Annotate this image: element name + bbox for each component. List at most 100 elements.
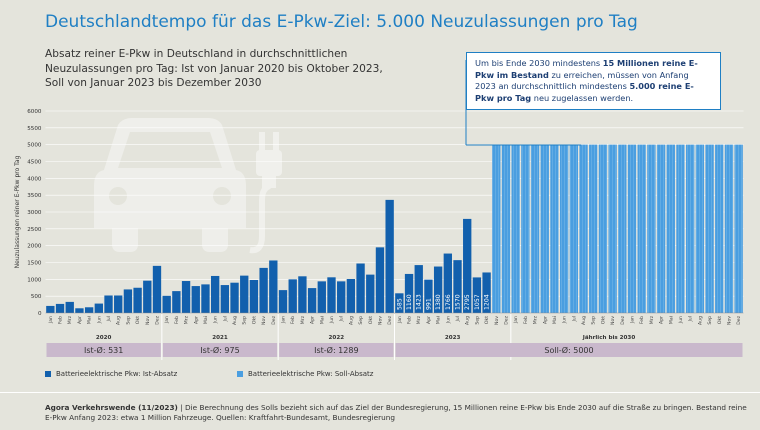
x-tick-label: Jul (222, 316, 228, 323)
x-tick-label: Feb (174, 316, 180, 324)
bar-ist (463, 218, 472, 313)
x-tick-label: Jan (397, 316, 403, 324)
x-tick-label: Dez (736, 315, 742, 324)
bar-soll (608, 144, 617, 313)
x-tick-label: Dez (271, 315, 277, 324)
bar-data-label: 1766 (445, 294, 452, 310)
x-tick-label: Dez (620, 315, 626, 324)
bar-soll (501, 144, 511, 313)
x-tick-label: Jan (630, 316, 636, 324)
bar-ist (55, 303, 65, 313)
bar-ist (414, 265, 423, 313)
y-tick-label: 5000 (27, 143, 42, 149)
bar-ist (366, 274, 375, 313)
bar-ist (210, 275, 220, 313)
x-tick-label: Feb (58, 316, 64, 324)
x-tick-label: Apr (542, 316, 548, 324)
y-tick-label: 5500 (27, 126, 42, 132)
y-tick-label: 6000 (27, 109, 42, 115)
x-tick-label: Mai (87, 316, 93, 324)
x-tick-label: Nov (377, 316, 383, 325)
x-tick-label: Feb (290, 316, 296, 324)
bar-ist (346, 278, 356, 313)
x-tick-label: Nov (145, 316, 151, 325)
average-label: Ist-Ø: 531 (84, 345, 123, 355)
x-tick-label: Okt (717, 316, 723, 324)
x-tick-label: Jul (106, 316, 112, 323)
callout-text-2: zu erreichen, müssen von Anfang 2023 an … (475, 69, 689, 92)
bar-soll (579, 144, 588, 313)
bar-ist (94, 303, 103, 313)
x-tick-label: Okt (600, 316, 606, 324)
car-icon (94, 118, 246, 252)
x-tick-label: Mrz (300, 315, 306, 324)
bar-ist (298, 276, 307, 313)
callout-text-3: neu zugelassen werden. (531, 92, 634, 103)
bar-ist (385, 199, 394, 313)
bar-ist (337, 281, 346, 313)
x-tick-label: Jan (281, 316, 287, 324)
x-tick-label: Okt (135, 316, 141, 324)
x-tick-label: Mai (319, 316, 325, 324)
callout-bold-1: 15 Millionen reine E-Pkw im Bestand (475, 58, 698, 80)
x-tick-label: Sep (358, 316, 364, 325)
average-band (279, 343, 394, 357)
bar-ist (46, 305, 55, 313)
bar-ist (269, 260, 278, 313)
average-band (162, 343, 278, 357)
y-tick-label: 2000 (27, 244, 42, 250)
x-tick-label: Okt (484, 316, 490, 324)
x-tick-label: Aug (232, 316, 238, 325)
bar-soll (521, 144, 530, 313)
bar-soll (724, 144, 734, 313)
x-tick-label: Okt (251, 316, 257, 324)
plug-icon (249, 132, 282, 254)
bar-soll (734, 144, 743, 313)
bar-soll (550, 144, 559, 313)
legend-ist-label: Batterieelektrische Pkw: Ist-Absatz (56, 370, 178, 378)
bar-soll (511, 144, 520, 313)
bar-ist (404, 273, 414, 313)
x-tick-label: Sep (591, 316, 597, 325)
bar-soll (589, 144, 598, 313)
x-tick-label: Mrz (649, 315, 655, 324)
bar-data-label: 1160 (406, 294, 413, 310)
x-tick-label: Mrz (533, 315, 539, 324)
bar-soll (666, 144, 675, 313)
bar-ist (75, 308, 84, 313)
legend-soll-label: Batterieelektrische Pkw: Soll-Absatz (248, 370, 374, 378)
y-tick-label: 4500 (27, 160, 42, 166)
x-tick-label: Sep (242, 316, 248, 325)
bar-soll (627, 144, 637, 313)
bar-ist (152, 265, 162, 313)
footer-text: | Die Berechnung des Solls bezieht sich … (45, 403, 747, 422)
y-axis-label: Neuzulassungen reiner E-Pkw pro Tag (14, 155, 21, 268)
x-tick-label: Aug (348, 316, 354, 325)
bar-soll (715, 144, 724, 313)
bar-data-label: 1057 (474, 294, 481, 310)
bar-ist (191, 286, 200, 313)
bar-soll (647, 144, 656, 313)
chart-subtitle: Absatz reiner E-Pkw in Deutschland in du… (45, 48, 383, 89)
bar-ist (172, 291, 181, 313)
bar-ist (443, 253, 452, 313)
x-tick-label: Apr (77, 316, 83, 324)
x-tick-label: Aug (697, 316, 703, 325)
callout-box: Um bis Ende 2030 mindestens 15 Millionen… (466, 52, 721, 110)
x-tick-label: Nov (261, 316, 267, 325)
x-tick-label: Sep (707, 316, 713, 325)
legend-ist: Batterieelektrische Pkw: Ist-Absatz (45, 370, 177, 378)
x-tick-label: Sep (474, 316, 480, 325)
y-tick-label: 1500 (27, 261, 42, 267)
year-label: 2022 (329, 335, 345, 341)
bar-soll (705, 144, 714, 313)
x-tick-label: Mai (203, 316, 209, 324)
bar-soll (676, 144, 685, 313)
bar-data-label: 1570 (455, 294, 462, 310)
x-tick-label: Nov (610, 316, 616, 325)
bar-ist (84, 307, 94, 313)
legend-ist-swatch (45, 371, 51, 377)
average-band (46, 343, 161, 357)
x-tick-label: Jul (455, 316, 461, 323)
bar-data-label: 1380 (435, 294, 442, 310)
